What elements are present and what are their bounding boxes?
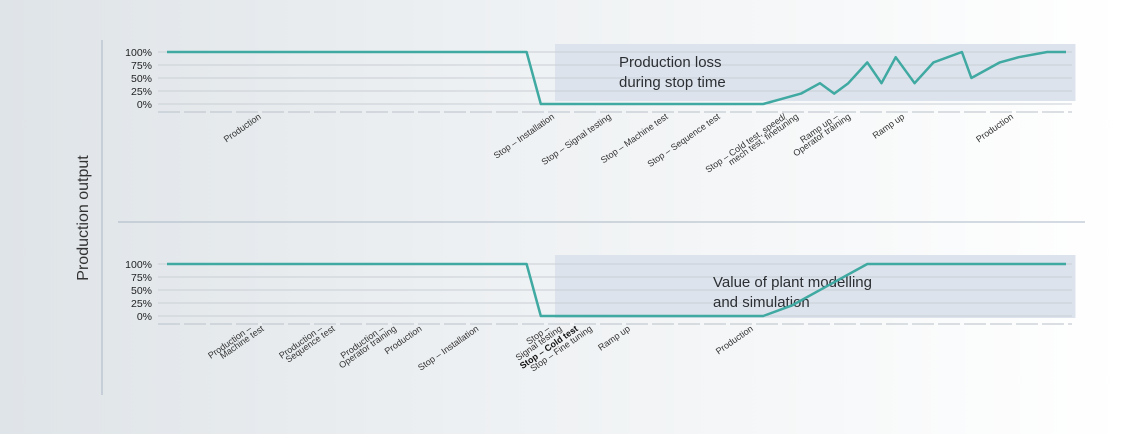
bottom-grid	[158, 263, 1072, 325]
bottom-shaded-region	[554, 255, 1076, 318]
y-axis-label: Production output	[75, 155, 92, 281]
bottom-annotation-line-1: Value of plant modelling	[713, 274, 872, 291]
top-shaded-region	[554, 44, 1076, 101]
top-y-ticks: 100%75%50%25%0%	[125, 47, 152, 111]
y-tick-label: 100%	[125, 259, 152, 271]
bottom-chart: 100%75%50%25%0% Value of plant modelling…	[125, 255, 1076, 374]
phase-label: Production	[222, 111, 263, 144]
phase-label: mech test, finetuning	[727, 111, 801, 167]
phase-label: Production	[974, 111, 1015, 144]
top-annotation-line-2: during stop time	[619, 74, 726, 91]
y-tick-label: 0%	[137, 99, 152, 111]
top-annotation-line-1: Production loss	[619, 54, 722, 71]
y-tick-label: 25%	[131, 86, 152, 98]
bottom-y-ticks: 100%75%50%25%0%	[125, 259, 152, 323]
y-tick-label: 50%	[131, 73, 152, 85]
y-tick-label: 0%	[137, 311, 152, 323]
phase-label: Ramp up	[596, 323, 632, 352]
phase-label: Production	[714, 323, 755, 356]
top-chart: 100%75%50%25%0% Production loss during s…	[125, 44, 1076, 175]
bottom-phase-labels: Production –Machine test Production –Sequ…	[206, 323, 755, 373]
phase-label: Ramp up	[871, 111, 907, 140]
y-tick-label: 100%	[125, 47, 152, 59]
top-series-line	[167, 50, 1066, 106]
top-annotation: Production loss during stop time	[619, 54, 726, 91]
y-tick-label: 50%	[131, 285, 152, 297]
y-tick-label: 25%	[131, 298, 152, 310]
y-tick-label: 75%	[131, 272, 152, 284]
bottom-series-line	[167, 262, 1066, 318]
y-tick-label: 75%	[131, 60, 152, 72]
phase-label: Stop – Installation	[416, 323, 480, 372]
